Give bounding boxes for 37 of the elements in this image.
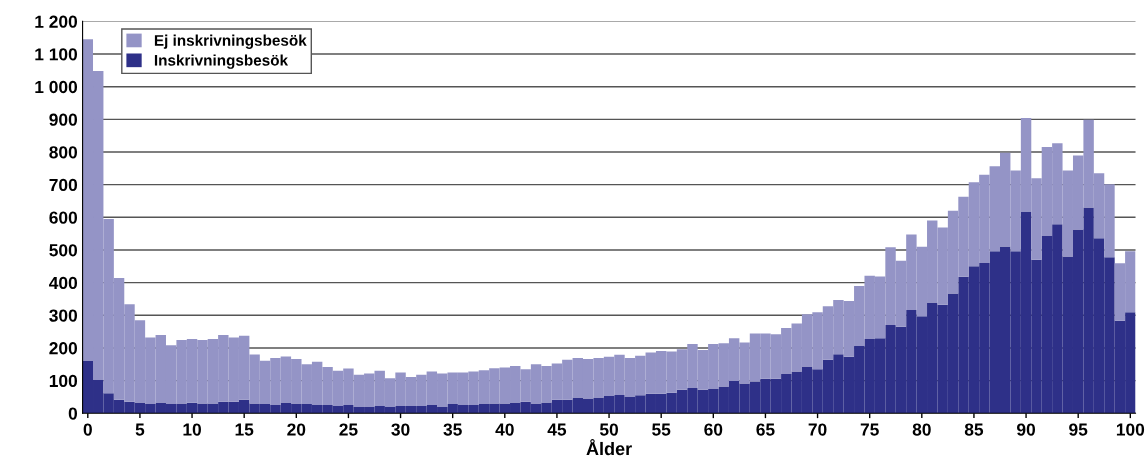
x-tick-label: 55	[652, 423, 671, 436]
x-tick-label: 100	[1116, 423, 1145, 436]
y-tick-label: 400	[49, 276, 78, 290]
x-tick-label: 40	[495, 423, 514, 436]
x-tick-label: 25	[339, 423, 358, 436]
y-tick-label: 1 200	[35, 15, 78, 28]
x-tick-label: 35	[443, 423, 462, 436]
y-tick-label: 700	[49, 178, 78, 192]
x-tick-label: 60	[704, 423, 723, 436]
y-tick-label: 1 000	[35, 80, 78, 94]
y-tick-label: 500	[49, 244, 78, 257]
x-tick-label: 15	[235, 423, 254, 436]
y-tick-label: 0	[68, 407, 78, 420]
x-tick-label: 5	[135, 423, 145, 436]
y-tick-label: 600	[49, 211, 78, 224]
y-tick-label: 200	[49, 342, 78, 355]
x-tick-label: 75	[860, 423, 879, 436]
x-tick-label: 20	[287, 423, 306, 436]
y-tick-label: 800	[49, 146, 78, 159]
x-tick-label: 85	[964, 423, 984, 436]
y-tick-label: 100	[49, 374, 78, 388]
y-tick-label: 900	[49, 113, 78, 126]
x-tick-label: 65	[756, 423, 775, 436]
x-tick-label: 70	[808, 423, 827, 436]
x-tick-label: 80	[912, 423, 931, 436]
legend-label: Ej inskrivningsbesök	[154, 34, 307, 49]
x-tick-label: 0	[83, 423, 92, 436]
y-tick-label: 300	[49, 309, 78, 322]
legend-label: Inskrivningsbesök	[154, 54, 289, 69]
x-tick-label: 50	[599, 423, 618, 436]
x-tick-label: 95	[1069, 423, 1088, 436]
x-tick-label: 10	[183, 423, 201, 436]
x-axis-title: Ålder	[586, 439, 632, 456]
y-tick-label: 1 100	[35, 48, 78, 61]
x-tick-label: 90	[1017, 423, 1036, 436]
x-tick-label: 45	[547, 423, 567, 436]
x-tick-label: 30	[391, 423, 410, 436]
